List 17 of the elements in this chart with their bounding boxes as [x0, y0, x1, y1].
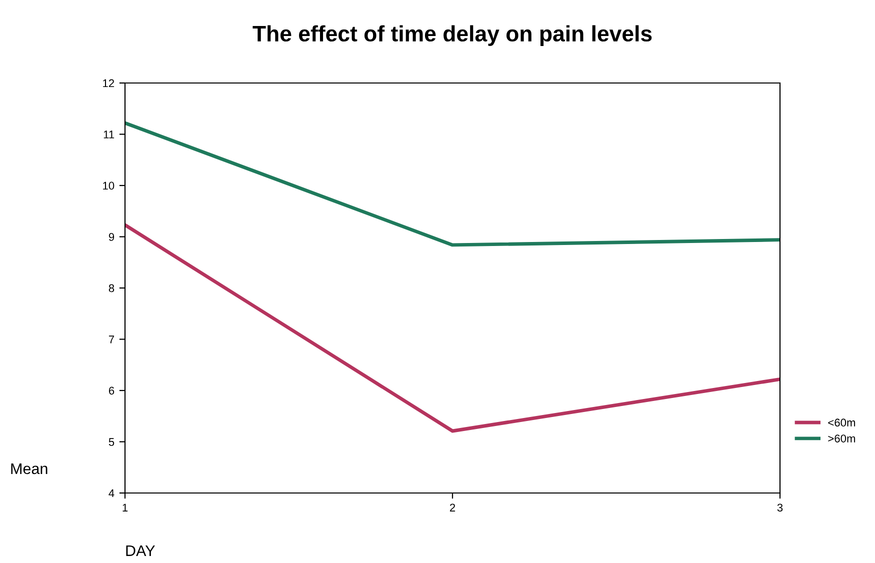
y-axis-title: Mean: [11, 463, 48, 474]
y-tick-label: 10: [103, 182, 114, 190]
y-tick-label: 4: [108, 489, 114, 498]
y-tick-label: 12: [103, 79, 114, 88]
chart-title: The effect of time delay on pain levels: [252, 25, 652, 46]
y-tick-label: 5: [108, 438, 114, 446]
x-axis-title: DAY: [126, 545, 155, 556]
legend-label: >60m: [828, 434, 856, 442]
y-tick-label: 6: [108, 386, 114, 395]
y-tick-label: 8: [108, 284, 114, 292]
y-tick-label: 11: [104, 130, 114, 138]
legend-label: <60m: [828, 418, 856, 427]
y-tick-label: 7: [108, 336, 114, 344]
x-tick-label: 3: [777, 504, 783, 512]
x-tick-label: 1: [122, 504, 128, 512]
x-tick-label: 2: [450, 504, 456, 512]
y-tick-label: 9: [108, 233, 114, 241]
